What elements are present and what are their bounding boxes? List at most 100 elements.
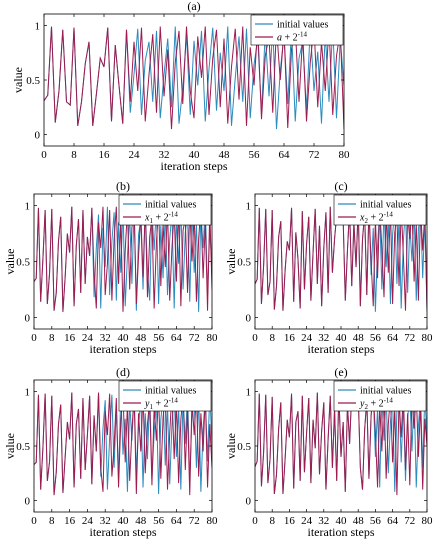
y-tick-label: 1 [25,386,31,398]
legend-entry: initial values [145,200,196,211]
x-tick-label: 16 [284,515,296,527]
x-tick-label: 16 [64,515,76,527]
x-axis-label: iteration steps [308,342,375,356]
x-tick-label: 40 [189,149,201,161]
x-tick-label: 24 [82,332,94,344]
legend-entry: y1 + 2-14 [144,397,178,412]
panel-label: (b) [116,179,130,193]
y-tick-label: 1 [35,20,41,32]
x-tick-label: 0 [252,515,258,527]
x-tick-label: 80 [207,515,219,527]
legend-entry: initial values [360,200,411,211]
y-tick-label: 0.5 [237,441,251,453]
legend-entry: initial values [360,386,411,397]
panel-a: (a) 0 8 16 24 32 40 48 56 64 72 80 0 0.5 1 iteration st… [11,0,350,173]
y-tick-label: 0.5 [26,75,40,87]
x-tick-label: 48 [135,515,147,527]
x-tick-label: 72 [189,515,200,527]
x-tick-label: 64 [171,332,183,344]
x-tick-label: 56 [249,149,261,161]
x-tick-label: 8 [269,515,275,527]
y-tick-label: 0.5 [237,257,251,269]
x-tick-label: 64 [387,332,399,344]
panel-label: (a) [187,0,200,13]
y-tick-label: 0 [246,496,252,508]
y-tick-label: 1 [246,201,252,213]
x-tick-label: 80 [422,515,434,527]
x-tick-label: 24 [301,515,313,527]
y-axis-label: value [3,249,17,275]
y-axis-label: value [3,433,17,459]
x-tick-label: 64 [171,515,183,527]
series-line-perturbed [34,206,212,312]
x-tick-label: 0 [41,149,47,161]
x-tick-label: 24 [82,515,94,527]
x-tick-label: 40 [336,332,348,344]
x-tick-label: 56 [370,332,382,344]
x-tick-label: 80 [339,149,351,161]
x-tick-label: 8 [49,332,55,344]
y-axis-label: value [224,249,238,275]
x-tick-label: 48 [135,332,147,344]
x-tick-label: 16 [284,332,296,344]
x-tick-label: 72 [309,149,320,161]
x-tick-label: 40 [336,515,348,527]
x-tick-label: 72 [189,332,200,344]
x-tick-label: 8 [269,332,275,344]
legend-entry: initial values [277,20,328,31]
y-tick-label: 0.5 [16,441,30,453]
x-tick-label: 24 [129,149,141,161]
legend-box [118,380,212,412]
panel-label: (d) [116,365,130,379]
x-axis-label: iteration steps [308,525,375,539]
panel-label: (c) [334,179,347,193]
x-tick-label: 80 [207,332,219,344]
x-tick-label: 32 [100,515,111,527]
x-tick-label: 16 [99,149,111,161]
x-tick-label: 32 [318,515,329,527]
legend-box [118,194,212,226]
x-tick-label: 56 [370,515,382,527]
y-tick-label: 0 [25,496,31,508]
x-tick-label: 80 [422,332,434,344]
legend-entry: initial values [145,386,196,397]
x-tick-label: 24 [301,332,313,344]
x-axis-label: iteration steps [90,525,157,539]
x-tick-label: 48 [353,515,365,527]
x-tick-label: 64 [387,515,399,527]
y-tick-label: 0.5 [16,257,30,269]
x-tick-label: 32 [318,332,329,344]
x-axis-label: iteration steps [90,342,157,356]
series-line-perturbed [255,392,427,496]
x-axis-label: iteration steps [161,159,228,173]
y-tick-label: 0 [35,130,41,142]
legend-entry: a + 2-14 [277,31,307,44]
y-tick-label: 1 [246,386,252,398]
y-axis-label: value [11,67,25,93]
x-tick-label: 72 [404,332,415,344]
x-tick-label: 8 [49,515,55,527]
x-tick-label: 32 [100,332,111,344]
y-tick-label: 0 [246,312,252,324]
x-tick-label: 72 [404,515,415,527]
x-tick-label: 0 [31,515,37,527]
x-tick-label: 56 [153,515,165,527]
x-tick-label: 64 [279,149,291,161]
x-tick-label: 32 [159,149,170,161]
legend-entry: x2 + 2-14 [359,211,393,226]
legend-entry: x1 + 2-14 [144,211,178,226]
x-tick-label: 48 [353,332,365,344]
x-tick-label: 0 [31,332,37,344]
legend-box [333,380,427,412]
x-tick-label: 0 [252,332,258,344]
x-tick-label: 16 [64,332,76,344]
